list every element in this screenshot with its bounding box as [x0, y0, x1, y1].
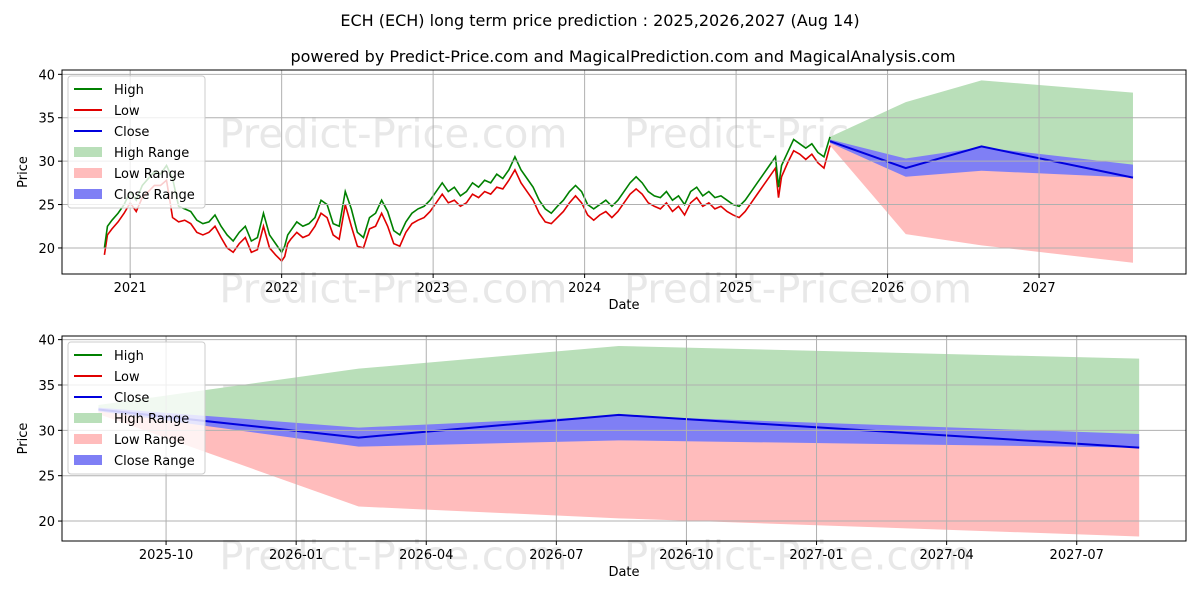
- top-x-tick-label: 2023: [417, 281, 450, 296]
- top-x-tick-label: 2026: [871, 281, 904, 296]
- top-x-axis-label: Date: [608, 298, 639, 313]
- bottom-axes-frame: [61, 335, 1187, 542]
- bottom-x-axis-label: Date: [608, 565, 639, 580]
- top-legend-low-label: Low: [114, 104, 140, 119]
- top-y-tick-label: 30: [38, 155, 55, 170]
- top-high-range-area: [830, 80, 1133, 178]
- top-panel: Predict-Price.com Predict-Price.comPredic…: [16, 68, 1187, 313]
- bottom-plot-area: [98, 345, 1140, 537]
- bottom-legend-low-label: Low: [114, 370, 140, 385]
- top-y-tick-label: 25: [38, 199, 55, 214]
- top-legend-high-range-swatch: [74, 147, 102, 157]
- top-legend-close-range-label: Close Range: [114, 188, 195, 203]
- top-legend-low-range-swatch: [74, 168, 102, 178]
- bottom-y-tick-label: 35: [38, 379, 55, 394]
- bottom-x-tick-label: 2026-07: [529, 548, 583, 563]
- top-y-tick-label: 20: [38, 242, 55, 257]
- top-close-line: [829, 140, 1134, 179]
- bottom-x-tick-label: 2025-10: [139, 548, 193, 563]
- top-y-tick-label: 40: [38, 68, 55, 83]
- bottom-legend-low-range-swatch: [74, 434, 102, 444]
- top-x-tick-label: 2024: [568, 281, 601, 296]
- top-high-line: [103, 136, 831, 254]
- top-watermark: Predict-Price.com: [219, 112, 567, 158]
- bottom-legend-close-label: Close: [114, 391, 149, 406]
- chart-title: ECH (ECH) long term price prediction : 2…: [340, 11, 859, 30]
- top-x-tick-label: 2022: [265, 281, 298, 296]
- bottom-x-tick-label: 2026-01: [269, 548, 323, 563]
- bottom-legend-close-range-label: Close Range: [114, 454, 195, 469]
- top-x-tick-label: 2025: [720, 281, 753, 296]
- top-low-line: [103, 145, 831, 263]
- top-plot-area: [103, 80, 1134, 263]
- top-legend-close-range-swatch: [74, 189, 102, 199]
- top-legend-close-label: Close: [114, 125, 149, 140]
- bottom-legend-low-range-label: Low Range: [114, 433, 185, 448]
- bottom-x-tick-label: 2027-04: [919, 548, 973, 563]
- bottom-high-range-area: [98, 345, 1140, 448]
- top-y-tick-label: 35: [38, 112, 55, 127]
- bottom-legend-box: [67, 341, 206, 475]
- bottom-close-line: [98, 408, 1140, 449]
- bottom-x-tick-label: 2026-04: [399, 548, 453, 563]
- bottom-y-axis-label: Price: [16, 423, 31, 455]
- top-legend-high-range-label: High Range: [114, 146, 189, 161]
- bottom-legend-close-range-swatch: [74, 455, 102, 465]
- top-x-tick-label: 2027: [1023, 281, 1056, 296]
- bottom-panel: Predict-Price.comPredict-Price.comPredic…: [16, 334, 1187, 580]
- bottom-x-tick-label: 2027-01: [789, 548, 843, 563]
- bottom-legend-high-range-swatch: [74, 413, 102, 423]
- top-y-axis-label: Price: [16, 156, 31, 188]
- top-x-tick-label: 2021: [114, 281, 147, 296]
- bottom-y-tick-label: 40: [38, 334, 55, 349]
- bottom-x-tick-label: 2026-10: [659, 548, 713, 563]
- top-axes-frame: [61, 69, 1187, 275]
- top-watermark: Predict-Price.com: [624, 267, 972, 313]
- bottom-y-tick-label: 30: [38, 424, 55, 439]
- top-legend-high-label: High: [114, 83, 144, 98]
- bottom-x-tick-label: 2027-07: [1050, 548, 1104, 563]
- bottom-legend-high-range-label: High Range: [114, 412, 189, 427]
- chart-subtitle: powered by Predict-Price.com and Magical…: [290, 47, 955, 66]
- top-legend-low-range-label: Low Range: [114, 167, 185, 182]
- bottom-legend-high-label: High: [114, 349, 144, 364]
- bottom-y-tick-label: 25: [38, 470, 55, 485]
- top-legend-box: [67, 75, 206, 209]
- bottom-y-tick-label: 20: [38, 515, 55, 530]
